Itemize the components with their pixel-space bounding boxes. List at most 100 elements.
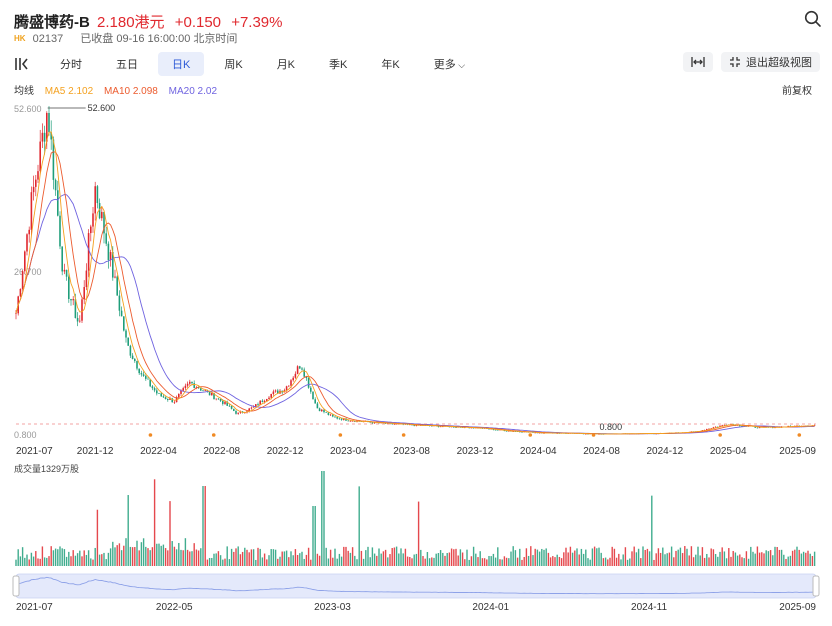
volume-bar (488, 555, 490, 566)
volume-bar (732, 550, 734, 566)
ma-label[interactable]: 均线 (14, 86, 34, 97)
candle-body (323, 409, 325, 413)
fit-width-icon (691, 57, 705, 67)
tab-0[interactable]: 分时 (46, 52, 96, 76)
volume-bar (613, 548, 616, 566)
volume-bar (19, 556, 22, 566)
tab-4[interactable]: 月K (263, 52, 309, 76)
x-tick-label: 2024-04 (520, 446, 557, 457)
adjust-mode[interactable]: 前复权 (782, 86, 812, 97)
volume-bar (437, 553, 440, 566)
volume-bar (107, 552, 110, 566)
x-tick-label: 2025-04 (710, 446, 747, 457)
tab-3[interactable]: 周K (210, 52, 256, 76)
candle-body (151, 386, 154, 389)
volume-bar (475, 553, 477, 566)
candle-body (393, 424, 396, 425)
volume-bar (675, 550, 677, 566)
candle-body (206, 390, 209, 392)
volume-bar (164, 548, 167, 566)
candle-body (118, 295, 121, 311)
volume-bar (807, 550, 809, 566)
candle-body (70, 299, 72, 301)
volume-bar (347, 550, 349, 566)
navigator-right-handle (812, 575, 820, 597)
volume-bar (670, 546, 673, 566)
candle-body (87, 233, 90, 271)
volume-bar (624, 547, 627, 566)
volume-bar (558, 556, 561, 566)
volume-bar (70, 556, 72, 566)
volume-bar (57, 549, 59, 566)
volume-bar (778, 549, 781, 566)
volume-bar (477, 557, 479, 566)
volume-bar (761, 552, 763, 566)
candle-body (147, 378, 149, 380)
tab-7[interactable]: 更多 ⌵ (420, 52, 479, 76)
volume-bar (369, 557, 371, 566)
candle-body (296, 366, 299, 374)
x-tick-label: 2025-09 (779, 446, 816, 457)
volume-bar (186, 549, 189, 566)
volume-bar (780, 549, 783, 566)
volume-bar (648, 551, 651, 566)
candle-body (413, 425, 415, 426)
candle-body (65, 269, 68, 277)
volume-bar (802, 551, 805, 566)
volume-bar (233, 551, 235, 566)
volume-bar (153, 479, 156, 566)
candle-body (237, 412, 239, 414)
volume-bar (587, 558, 589, 566)
volume-bar (197, 550, 200, 566)
volume-bar (701, 547, 704, 566)
candle-body (395, 423, 398, 425)
volume-bar (794, 549, 796, 566)
search-icon[interactable] (804, 10, 822, 28)
volume-bar (769, 550, 772, 566)
candle-body (94, 186, 96, 214)
ma20-value: MA20 2.02 (168, 86, 218, 97)
candle-body (21, 271, 24, 289)
volume-bar (673, 557, 675, 566)
volume-bar (576, 548, 578, 566)
volume-bar (393, 547, 396, 566)
volume-bar (483, 558, 486, 566)
volume-bar (439, 550, 442, 566)
volume-bar (499, 559, 501, 566)
candle-body (98, 203, 101, 219)
tab-1[interactable]: 五日 (102, 52, 152, 76)
candle-body (723, 424, 726, 426)
candle-body (41, 132, 44, 142)
x-tick-label: 2023-08 (393, 446, 430, 457)
volume-bar (580, 548, 583, 566)
volume-bar (200, 548, 202, 566)
fit-width-button[interactable] (683, 52, 713, 72)
volume-bar (446, 553, 448, 566)
event-dot (797, 433, 802, 437)
collapse-sidebar-icon[interactable] (14, 56, 30, 72)
candle-body (72, 299, 74, 301)
volume-bar (593, 546, 596, 566)
volume-bar (642, 546, 644, 566)
volume-bar (259, 548, 261, 566)
volume-bar (472, 546, 475, 566)
volume-bar (602, 558, 605, 566)
volume-bar (659, 552, 662, 566)
tab-6[interactable]: 年K (367, 52, 413, 76)
volume-bar (382, 551, 385, 566)
tab-2[interactable]: 日K (158, 52, 205, 76)
candle-body (114, 276, 116, 278)
volume-bar (479, 551, 481, 566)
volume-bar (68, 551, 70, 566)
volume-bar (556, 554, 558, 566)
navigator-line (15, 576, 815, 595)
exit-super-view-button[interactable]: 退出超级视图 (721, 52, 820, 72)
volume-bar (237, 546, 239, 566)
volume-bar (745, 551, 748, 566)
kline-chart[interactable]: 52.600 26.700 0.800 52.600 0.800 2021-07 2021-… (0, 96, 832, 616)
volume-bar (217, 551, 220, 566)
volume-bar (684, 546, 686, 566)
tab-5[interactable]: 季K (315, 52, 361, 76)
candle-body (312, 391, 314, 400)
volume-bar (758, 552, 761, 566)
